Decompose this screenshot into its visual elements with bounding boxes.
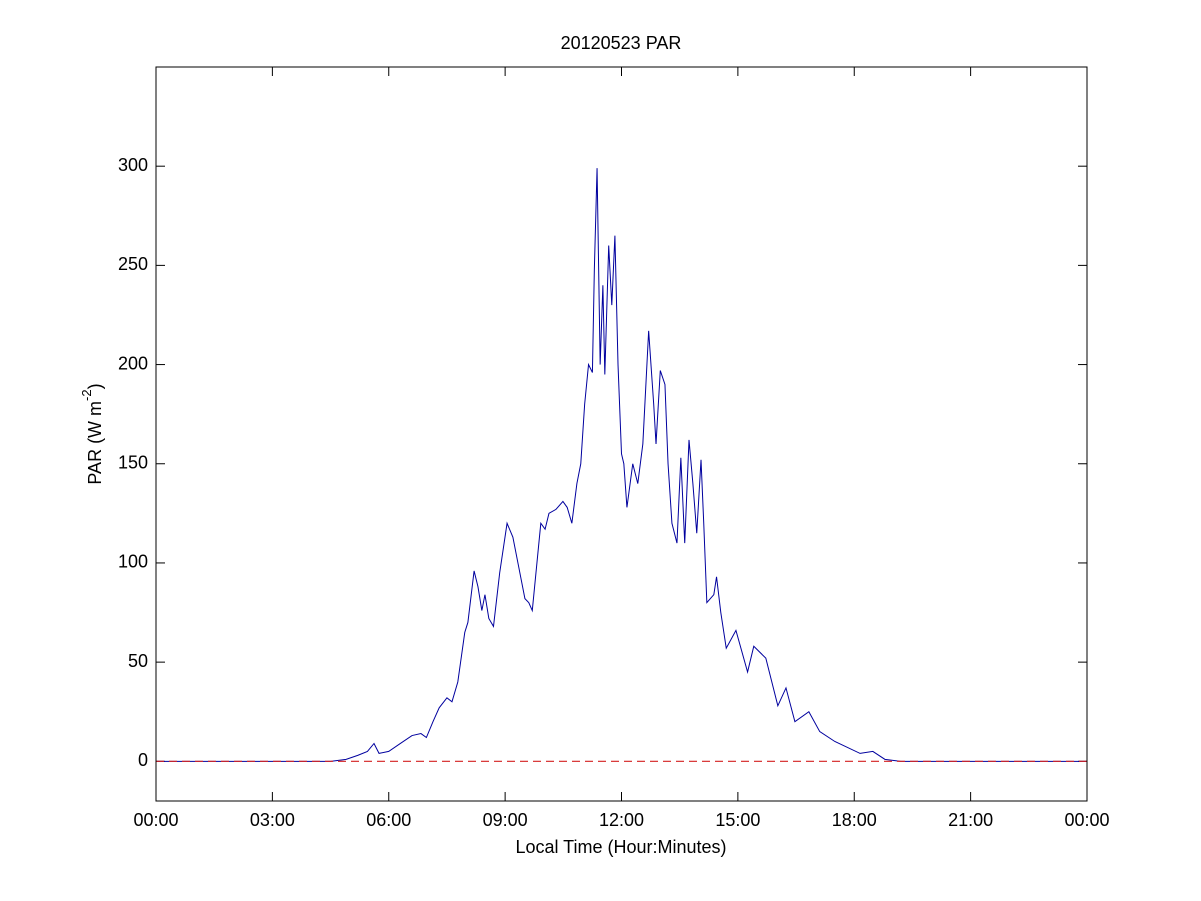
y-tick-label: 300 <box>118 155 148 175</box>
y-tick-label: 200 <box>118 353 148 373</box>
x-tick-label: 09:00 <box>483 810 528 830</box>
x-tick-label: 00:00 <box>1064 810 1109 830</box>
plot-frame <box>155 66 1088 802</box>
x-tick-label: 21:00 <box>948 810 993 830</box>
y-label-suffix: ) <box>85 383 105 389</box>
x-tick-label: 03:00 <box>250 810 295 830</box>
y-tick-label: 250 <box>118 254 148 274</box>
y-tick-label: 0 <box>138 750 148 770</box>
x-tick-label: 15:00 <box>715 810 760 830</box>
x-tick-label: 18:00 <box>832 810 877 830</box>
chart-title: 20120523 PAR <box>561 33 682 53</box>
y-tick-label: 50 <box>128 651 148 671</box>
data-line <box>156 168 1087 762</box>
y-tick-label: 150 <box>118 453 148 473</box>
y-tick-label: 100 <box>118 552 148 572</box>
x-tick-label: 00:00 <box>133 810 178 830</box>
x-tick-label: 12:00 <box>599 810 644 830</box>
y-label-superscript: -2 <box>79 389 94 401</box>
y-axis-label: PAR (W m-2) <box>79 383 104 484</box>
x-axis-label: Local Time (Hour:Minutes) <box>515 837 726 857</box>
y-label-text: PAR (W m <box>85 401 105 485</box>
x-tick-label: 06:00 <box>366 810 411 830</box>
